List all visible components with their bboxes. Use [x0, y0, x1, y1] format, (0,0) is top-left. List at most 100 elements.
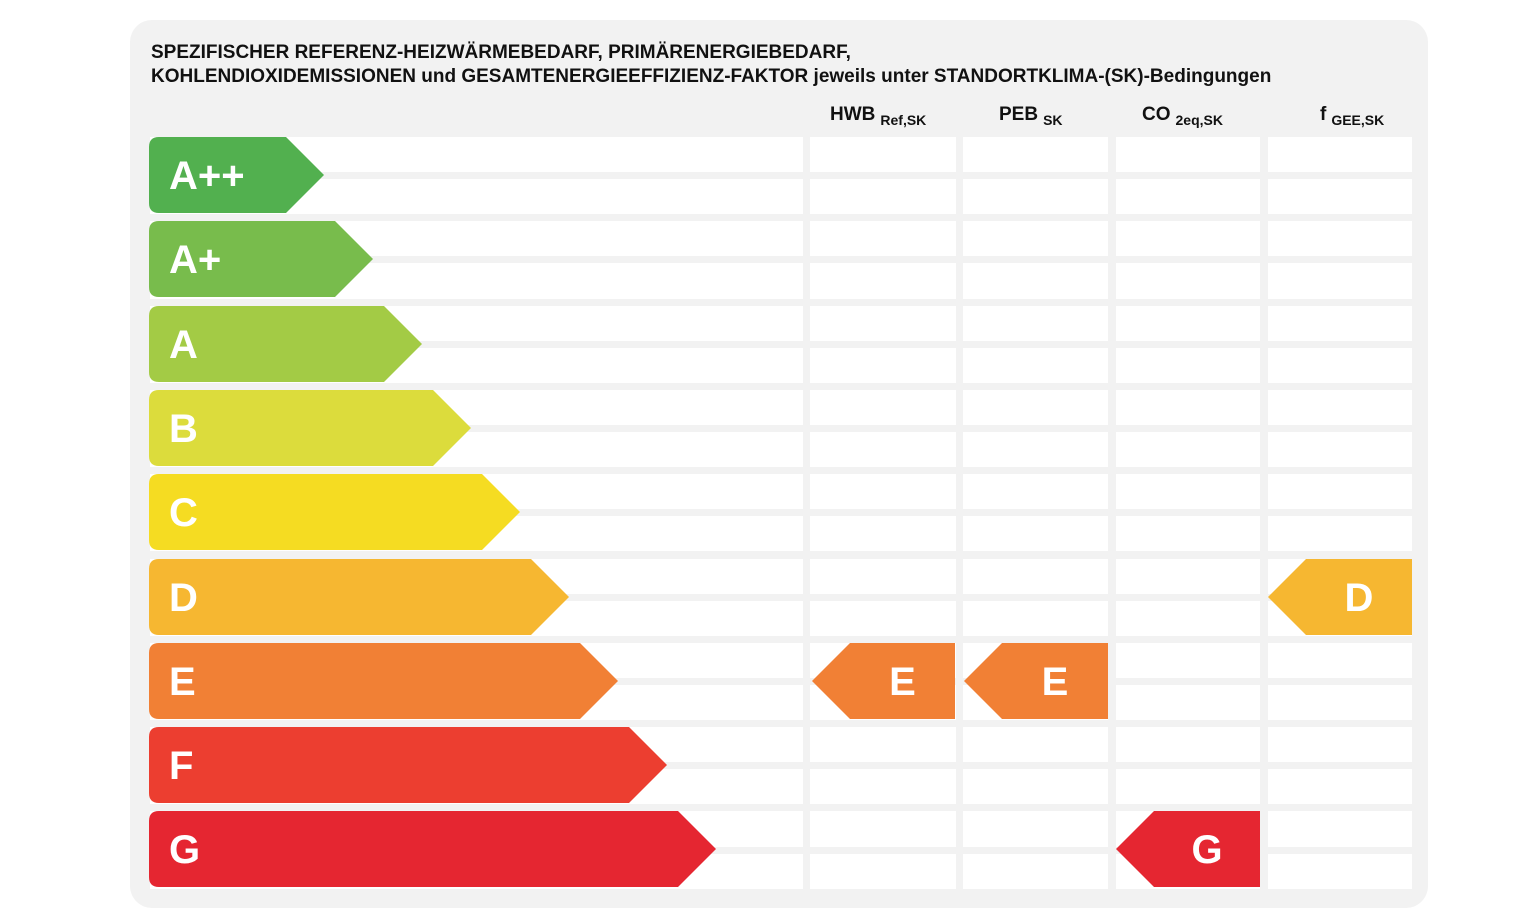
column-header-subscript: 2eq,SK — [1175, 112, 1223, 128]
grid-cell — [1116, 263, 1260, 299]
grid-cell — [810, 853, 956, 889]
grid-cell — [963, 347, 1108, 383]
column-header-subscript: Ref,SK — [880, 112, 927, 128]
energy-class-arrow — [149, 137, 324, 213]
rating-marker-label: D — [1345, 576, 1374, 620]
title-line-1: SPEZIFISCHER REFERENZ-HEIZWÄRMEBEDARF, P… — [151, 42, 851, 63]
title-line-2: KOHLENDIOXIDEMISSIONEN und GESAMTENERGIE… — [151, 66, 1272, 87]
column-header-subscript: SK — [1043, 112, 1063, 128]
grid-cell — [1268, 347, 1412, 383]
grid-cell — [1268, 389, 1412, 426]
grid-cell — [963, 558, 1108, 594]
energy-class-arrow — [149, 558, 569, 635]
energy-class-label: B — [169, 407, 198, 451]
rating-marker-peb: E — [964, 642, 1108, 719]
energy-class-bar: B — [149, 389, 471, 466]
energy-class-label: A — [169, 323, 198, 367]
rating-marker-fgee: D — [1268, 558, 1412, 635]
grid-cell — [1116, 389, 1260, 426]
grid-cell — [963, 221, 1108, 257]
grid-cell — [1116, 432, 1260, 468]
grid-cell — [810, 432, 956, 468]
grid-cell — [1268, 516, 1412, 552]
energy-class-label: A++ — [169, 154, 245, 198]
energy-class-bar: C — [149, 474, 520, 551]
energy-class-label: E — [169, 660, 196, 704]
energy-class-bar: E — [149, 642, 618, 719]
column-header-label: HWB — [830, 104, 876, 125]
grid-cell — [810, 516, 956, 552]
column-header-co2: CO 2eq,SK — [1142, 104, 1223, 128]
energy-class-bar: A — [149, 305, 422, 382]
grid-cell — [963, 432, 1108, 468]
grid-cell — [1116, 305, 1260, 341]
column-header-hwb: HWB Ref,SK — [830, 104, 927, 128]
grid-cell — [963, 516, 1108, 552]
grid-cell — [1268, 221, 1412, 257]
grid-cell — [1268, 137, 1412, 173]
rating-marker-arrow — [1268, 558, 1412, 635]
grid-cell — [963, 853, 1108, 889]
grid-cell — [963, 769, 1108, 805]
grid-cell — [963, 263, 1108, 299]
grid-cell — [810, 221, 956, 257]
column-header-label: CO — [1142, 104, 1171, 125]
grid-cell — [1268, 853, 1412, 889]
grid-cell — [1116, 179, 1260, 215]
grid-cell — [1116, 558, 1260, 594]
column-header-peb: PEB SK — [999, 104, 1063, 128]
grid-cell — [1268, 769, 1412, 805]
grid-cell — [1116, 516, 1260, 552]
grid-cell — [1116, 727, 1260, 763]
energy-class-bar: A+ — [149, 221, 373, 298]
energy-class-bar: G — [149, 811, 716, 888]
grid-cell — [963, 389, 1108, 426]
grid-cell — [963, 727, 1108, 763]
energy-class-bar: D — [149, 558, 569, 635]
grid-cell — [810, 263, 956, 299]
energy-class-label: G — [169, 828, 200, 872]
grid-cell — [810, 389, 956, 426]
energy-class-arrow — [149, 221, 373, 298]
grid-cell — [963, 305, 1108, 341]
rating-marker-co2: G — [1116, 811, 1260, 888]
grid-cell — [1268, 305, 1412, 341]
energy-class-bar: F — [149, 727, 667, 804]
energy-class-arrow — [149, 305, 422, 382]
grid-cell — [810, 811, 956, 847]
grid-cell — [810, 347, 956, 383]
grid-cell — [810, 727, 956, 763]
rating-marker-hwb: E — [812, 642, 955, 719]
grid-cell — [1116, 221, 1260, 257]
grid-cell — [1116, 137, 1260, 173]
energy-class-bar: A++ — [149, 137, 324, 213]
grid-cell — [810, 179, 956, 215]
grid-cell — [1268, 642, 1412, 678]
energy-class-arrow — [149, 811, 716, 888]
rating-marker-label: G — [1191, 828, 1222, 872]
grid-cell — [810, 558, 956, 594]
energy-class-arrow — [149, 642, 618, 719]
grid-cell — [810, 769, 956, 805]
column-header-label: f — [1320, 104, 1327, 125]
grid-cell — [1116, 347, 1260, 383]
grid-cell — [1116, 600, 1260, 636]
grid-cell — [1268, 684, 1412, 721]
grid-cell — [1268, 727, 1412, 763]
grid-cell — [1116, 769, 1260, 805]
column-header-subscript: GEE,SK — [1331, 112, 1385, 128]
rating-marker-arrow — [1116, 811, 1260, 888]
rating-marker-arrow — [964, 642, 1108, 719]
grid-cell — [810, 600, 956, 636]
rating-marker-arrow — [812, 642, 955, 719]
energy-class-arrow — [149, 727, 667, 804]
grid-cell — [963, 811, 1108, 847]
grid-cell — [963, 474, 1108, 510]
column-header-label: PEB — [999, 104, 1039, 125]
energy-class-label: D — [169, 576, 198, 620]
energy-class-label: C — [169, 491, 198, 535]
grid-cell — [810, 474, 956, 510]
column-header-fgee: f GEE,SK — [1320, 104, 1385, 128]
grid-cell — [1116, 684, 1260, 721]
grid-cell — [1116, 474, 1260, 510]
